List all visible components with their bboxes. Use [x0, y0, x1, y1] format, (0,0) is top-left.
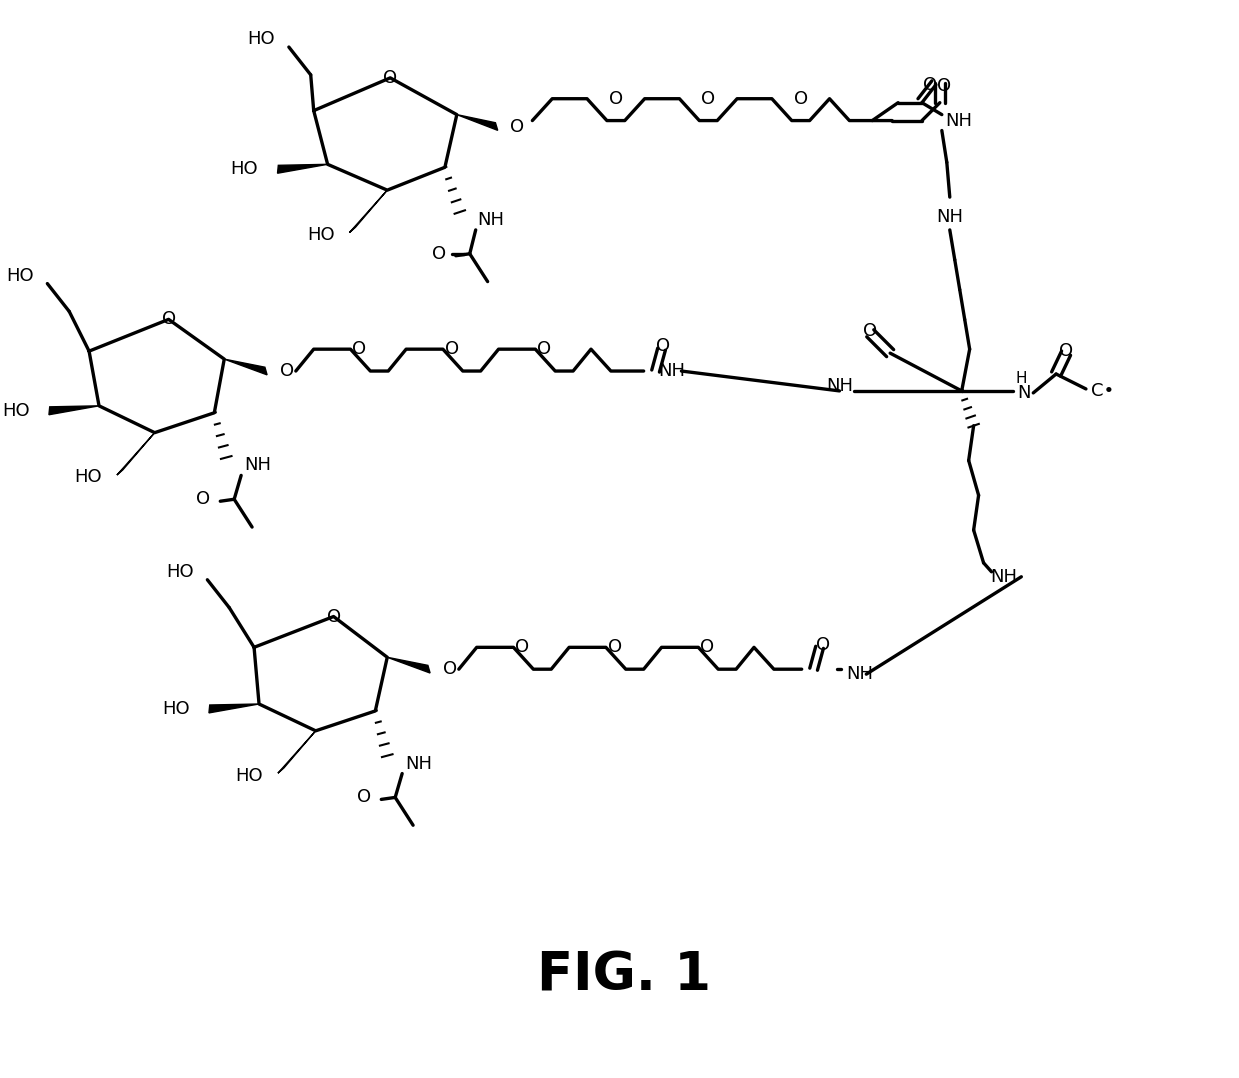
- Text: NH: NH: [937, 208, 963, 226]
- Text: HO: HO: [248, 30, 275, 49]
- Polygon shape: [116, 432, 155, 475]
- Text: O: O: [442, 660, 457, 678]
- Polygon shape: [209, 704, 259, 713]
- Text: HO: HO: [230, 161, 258, 178]
- Text: O: O: [864, 322, 877, 341]
- Text: O: O: [161, 310, 176, 329]
- Polygon shape: [278, 164, 327, 174]
- Text: HO: HO: [235, 766, 263, 785]
- Polygon shape: [48, 405, 99, 415]
- Text: O: O: [515, 638, 529, 657]
- Text: NH: NH: [826, 377, 852, 395]
- Text: NH: NH: [945, 112, 971, 129]
- Text: O: O: [327, 608, 341, 625]
- Text: N: N: [1017, 384, 1031, 402]
- Text: HO: HO: [74, 468, 102, 486]
- Polygon shape: [388, 658, 430, 673]
- Text: HO: HO: [166, 563, 193, 581]
- Text: HO: HO: [6, 266, 33, 285]
- Text: O: O: [445, 341, 458, 358]
- Text: O: O: [1059, 342, 1073, 360]
- Text: NH: NH: [990, 568, 1017, 585]
- Text: NH: NH: [405, 755, 432, 773]
- Text: H: H: [1016, 372, 1027, 387]
- Text: O: O: [383, 69, 398, 87]
- Text: NH: NH: [244, 456, 271, 474]
- Text: O: O: [608, 638, 622, 657]
- Text: O: O: [538, 341, 551, 358]
- Text: O: O: [700, 638, 715, 657]
- Text: O: O: [701, 89, 715, 108]
- Text: HO: HO: [162, 700, 190, 718]
- Polygon shape: [349, 190, 388, 233]
- Text: O: O: [357, 788, 372, 806]
- Polygon shape: [278, 731, 316, 773]
- Text: HO: HO: [307, 226, 335, 244]
- Text: O: O: [608, 89, 623, 108]
- Text: O: O: [923, 75, 937, 94]
- Text: NH: NH: [846, 665, 873, 683]
- Text: O: O: [794, 89, 808, 108]
- Text: O: O: [352, 341, 367, 358]
- Text: O: O: [510, 118, 524, 136]
- Text: NH: NH: [659, 362, 685, 381]
- Polygon shape: [224, 359, 268, 375]
- Text: C•: C•: [1090, 382, 1114, 400]
- Text: O: O: [280, 362, 294, 381]
- Text: FIG. 1: FIG. 1: [536, 950, 711, 1001]
- Text: O: O: [657, 337, 670, 355]
- Text: O: O: [196, 490, 211, 508]
- Polygon shape: [457, 114, 498, 130]
- Text: O: O: [431, 245, 446, 263]
- Text: O: O: [817, 636, 830, 654]
- Text: O: O: [937, 77, 950, 95]
- Text: HO: HO: [1, 402, 30, 419]
- Text: NH: NH: [478, 211, 504, 229]
